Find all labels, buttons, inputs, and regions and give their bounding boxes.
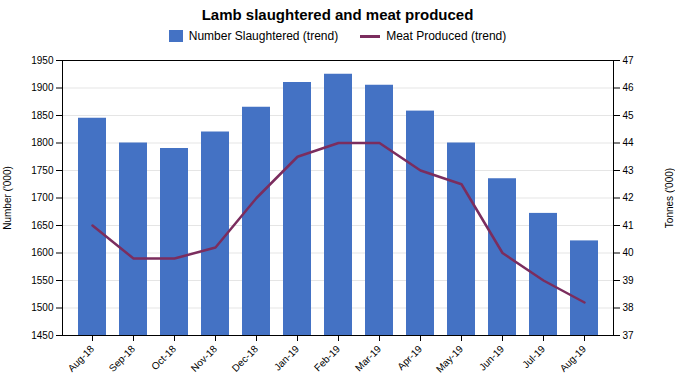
svg-text:Jun-19: Jun-19 — [477, 343, 507, 373]
svg-text:41: 41 — [623, 220, 635, 231]
svg-text:1800: 1800 — [31, 137, 54, 148]
svg-text:Dec-18: Dec-18 — [230, 343, 261, 374]
html-text:Meat Produced (trend): Meat Produced (trend) — [386, 29, 507, 43]
svg-text:45: 45 — [623, 110, 635, 121]
svg-text:1850: 1850 — [31, 110, 54, 121]
svg-text:Apr-19: Apr-19 — [395, 343, 424, 372]
svg-text:1900: 1900 — [31, 82, 54, 93]
svg-text:Tonnes ('000): Tonnes ('000) — [664, 168, 675, 228]
svg-text:47: 47 — [623, 55, 635, 66]
svg-text:1550: 1550 — [31, 275, 54, 286]
svg-text:1650: 1650 — [31, 220, 54, 231]
svg-text:46: 46 — [623, 82, 635, 93]
svg-text:Mar-19: Mar-19 — [353, 343, 383, 373]
svg-text:Oct-18: Oct-18 — [149, 343, 178, 372]
svg-text:May-19: May-19 — [434, 343, 466, 375]
svg-text:40: 40 — [623, 247, 635, 258]
svg-text:38: 38 — [623, 302, 635, 313]
svg-text:Jul-19: Jul-19 — [520, 343, 547, 370]
svg-text:42: 42 — [623, 192, 635, 203]
svg-text:1500: 1500 — [31, 302, 54, 313]
svg-text:Nov-18: Nov-18 — [189, 343, 220, 374]
svg-text:1750: 1750 — [31, 165, 54, 176]
svg-text:Number ('000): Number ('000) — [2, 166, 13, 230]
svg-text:1950: 1950 — [31, 55, 54, 66]
svg-text:1700: 1700 — [31, 192, 54, 203]
svg-text:39: 39 — [623, 275, 635, 286]
svg-text:Aug-19: Aug-19 — [558, 343, 589, 374]
svg-text:Sep-18: Sep-18 — [107, 343, 138, 374]
html-text:Lamb slaughtered and meat prod: Lamb slaughtered and meat produced — [201, 6, 474, 23]
svg-text:Feb-19: Feb-19 — [312, 343, 342, 373]
svg-text:37: 37 — [623, 330, 635, 341]
svg-text:Aug-18: Aug-18 — [66, 343, 97, 374]
svg-text:1600: 1600 — [31, 247, 54, 258]
svg-text:1450: 1450 — [31, 330, 54, 341]
html-text:Number Slaughtered (trend): Number Slaughtered (trend) — [188, 29, 339, 43]
svg-text:44: 44 — [623, 137, 635, 148]
svg-text:Jan-19: Jan-19 — [272, 343, 302, 373]
svg-text:43: 43 — [623, 165, 635, 176]
